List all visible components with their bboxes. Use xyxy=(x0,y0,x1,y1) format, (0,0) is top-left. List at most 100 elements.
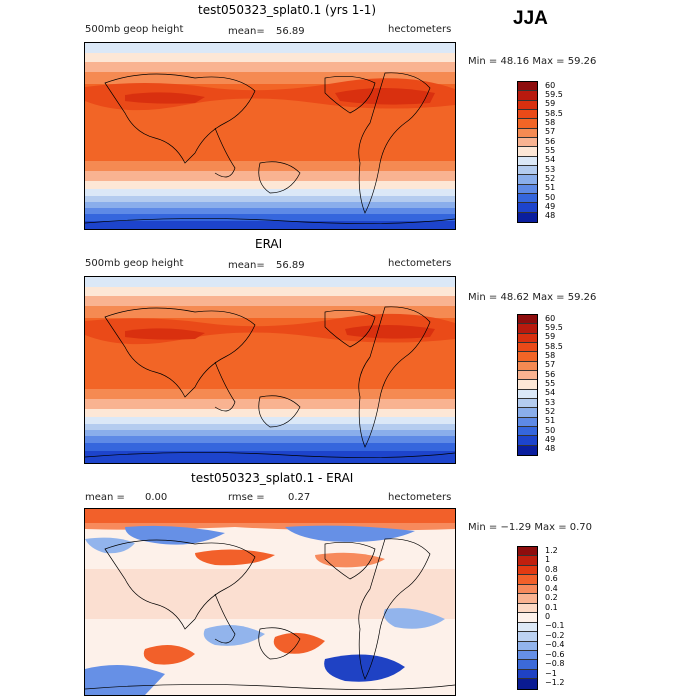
colorbar-segment xyxy=(518,650,537,661)
colorbar-segment xyxy=(518,641,537,651)
panel3-arctic-band xyxy=(85,509,455,523)
colorbar-label: 48 xyxy=(545,211,556,221)
panel2-band-s-57 xyxy=(85,389,455,399)
panel2-map xyxy=(84,276,456,464)
panel3-neg-satl xyxy=(383,608,445,629)
panel1-band-s-50 xyxy=(85,214,455,221)
panel2-blob-atlantic xyxy=(345,325,435,339)
colorbar-label: 58.5 xyxy=(545,108,563,118)
panel3-units: hectometers xyxy=(388,492,452,503)
panel2-blob-asia xyxy=(125,328,205,340)
colorbar-segment xyxy=(518,613,537,623)
colorbar-label: −1.2 xyxy=(545,678,565,688)
colorbar-label: 48 xyxy=(545,444,556,454)
panel2-colorbar-labels: 60 59.5 59 58.5 58 57 56 55 54 53 52 51 50 49 48 xyxy=(545,314,595,456)
colorbar-segment xyxy=(518,156,537,166)
panel3-rmse-value: 0.27 xyxy=(288,492,311,503)
panel1-max-value: 59.26 xyxy=(567,56,597,67)
panel3-neg-natl xyxy=(285,525,415,542)
colorbar-segment xyxy=(518,380,537,390)
panel1-band-s-52 xyxy=(85,202,455,208)
colorbar-label: 0 xyxy=(545,612,551,621)
panel3-map xyxy=(84,508,456,696)
panel3-title: test050323_splat0.1 - ERAI xyxy=(191,471,354,485)
panel3-mean-label: mean = xyxy=(85,492,125,503)
panel3-coastlines xyxy=(85,538,455,690)
colorbar-label: 50 xyxy=(545,425,556,435)
colorbar-segment xyxy=(518,660,537,670)
colorbar-label: 52 xyxy=(545,174,556,183)
colorbar-label: 55 xyxy=(545,379,556,388)
colorbar-label: 49 xyxy=(545,435,556,444)
colorbar-label: 56 xyxy=(545,136,556,146)
colorbar-segment xyxy=(518,203,537,213)
panel3-colorbar xyxy=(517,546,538,690)
colorbar-label: 54 xyxy=(545,155,556,165)
panel1-field xyxy=(85,43,455,229)
panel1-coastlines xyxy=(85,72,455,224)
colorbar-segment xyxy=(518,556,537,566)
colorbar-segment xyxy=(518,408,537,418)
colorbar-segment xyxy=(518,575,537,585)
colorbar-segment xyxy=(518,137,537,148)
colorbar-segment xyxy=(518,370,537,381)
panel2-units: hectometers xyxy=(388,258,452,269)
colorbar-label: 59 xyxy=(545,99,556,109)
colorbar-label: 0.8 xyxy=(545,564,558,574)
colorbar-label: 59 xyxy=(545,332,556,342)
panel1-variable-label: 500mb geop height xyxy=(85,24,184,35)
panel1-mean-label: mean= xyxy=(228,26,265,37)
colorbar-label: 58 xyxy=(545,351,556,360)
panel2-min-value: 48.62 xyxy=(500,292,530,303)
colorbar-label: 59.5 xyxy=(545,323,563,332)
panel2-min-text: Min = xyxy=(468,292,498,303)
panel3-tropics xyxy=(85,569,455,619)
panel1-units: hectometers xyxy=(388,24,452,35)
panel2-band-s-52 xyxy=(85,430,455,436)
panel3-pos-sind xyxy=(273,632,325,654)
panel2-band-arctic xyxy=(85,277,455,287)
colorbar-segment xyxy=(518,147,537,157)
colorbar-label: 0.4 xyxy=(545,583,558,593)
colorbar-segment xyxy=(518,547,537,557)
colorbar-segment xyxy=(518,212,537,222)
colorbar-label: −0.8 xyxy=(545,659,565,669)
panel3-pos-npac xyxy=(195,549,275,566)
panel3-field xyxy=(85,509,455,695)
panel1-colorbar-labels: 60 59.5 59 58.5 58 57 56 55 54 53 52 51 50 49 48 xyxy=(545,81,595,223)
colorbar-segment xyxy=(518,128,537,138)
colorbar-label: −1 xyxy=(545,668,557,678)
colorbar-segment xyxy=(518,417,537,427)
panel1-band-s-53 xyxy=(85,196,455,202)
panel1-colorbar xyxy=(517,81,538,223)
colorbar-segment xyxy=(518,82,537,92)
colorbar-segment xyxy=(518,679,537,689)
colorbar-segment xyxy=(518,184,537,194)
panel1-band-s-51 xyxy=(85,208,455,214)
panel1-max-text: Max = xyxy=(532,56,565,67)
panel2-mean-value: 56.89 xyxy=(276,260,305,271)
panel3-min-text: Min = xyxy=(468,522,498,533)
colorbar-segment xyxy=(518,603,537,614)
colorbar-label: 53 xyxy=(545,397,556,407)
colorbar-segment xyxy=(518,584,537,595)
panel1-band-arctic xyxy=(85,43,455,53)
colorbar-segment xyxy=(518,119,537,129)
colorbar-label: 58.5 xyxy=(545,341,563,351)
colorbar-segment xyxy=(518,315,537,325)
colorbar-label: 0.1 xyxy=(545,602,558,612)
colorbar-label: −0.4 xyxy=(545,640,565,650)
panel1-title: test050323_splat0.1 (yrs 1-1) xyxy=(198,3,377,17)
panel3-colorbar-labels: 1.2 1 0.8 0.6 0.4 0.2 0.1 0 −0.1 −0.2 −0.4 −0.6 −0.8… xyxy=(545,546,595,690)
panel1-band-n-55 xyxy=(85,53,455,62)
colorbar-segment xyxy=(518,324,537,334)
colorbar-label: −0.2 xyxy=(545,630,565,640)
panel1-mean-value: 56.89 xyxy=(276,26,305,37)
colorbar-segment xyxy=(518,361,537,371)
colorbar-segment xyxy=(518,445,537,455)
colorbar-segment xyxy=(518,426,537,437)
panel2-variable-label: 500mb geop height xyxy=(85,258,184,269)
panel3-neg-west xyxy=(85,537,135,554)
colorbar-label: 1 xyxy=(545,555,551,565)
panel2-band-s-49 xyxy=(85,451,455,463)
